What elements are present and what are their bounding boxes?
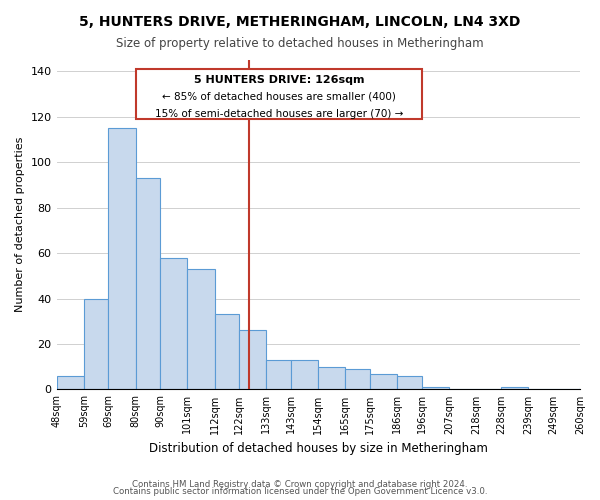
- Bar: [84, 298, 109, 390]
- Text: Contains HM Land Registry data © Crown copyright and database right 2024.: Contains HM Land Registry data © Crown c…: [132, 480, 468, 489]
- Y-axis label: Number of detached properties: Number of detached properties: [15, 137, 25, 312]
- Bar: [136, 178, 160, 390]
- Bar: [266, 360, 291, 390]
- Text: Contains public sector information licensed under the Open Government Licence v3: Contains public sector information licen…: [113, 488, 487, 496]
- Text: 5, HUNTERS DRIVE, METHERINGHAM, LINCOLN, LN4 3XD: 5, HUNTERS DRIVE, METHERINGHAM, LINCOLN,…: [79, 15, 521, 29]
- Bar: [109, 128, 136, 390]
- Bar: [580, 387, 600, 390]
- Text: Size of property relative to detached houses in Metheringham: Size of property relative to detached ho…: [116, 38, 484, 51]
- Text: 15% of semi-detached houses are larger (70) →: 15% of semi-detached houses are larger (…: [155, 109, 403, 119]
- Bar: [160, 258, 187, 390]
- Text: 5 HUNTERS DRIVE: 126sqm: 5 HUNTERS DRIVE: 126sqm: [194, 75, 364, 85]
- FancyBboxPatch shape: [136, 69, 422, 119]
- Bar: [370, 374, 397, 390]
- Bar: [346, 369, 370, 390]
- Bar: [291, 360, 318, 390]
- Bar: [501, 387, 528, 390]
- Bar: [397, 376, 422, 390]
- Text: ← 85% of detached houses are smaller (400): ← 85% of detached houses are smaller (40…: [162, 92, 396, 102]
- Bar: [215, 314, 239, 390]
- X-axis label: Distribution of detached houses by size in Metheringham: Distribution of detached houses by size …: [149, 442, 488, 455]
- Bar: [239, 330, 266, 390]
- Bar: [56, 376, 84, 390]
- Bar: [187, 269, 215, 390]
- Bar: [318, 366, 346, 390]
- Bar: [422, 387, 449, 390]
